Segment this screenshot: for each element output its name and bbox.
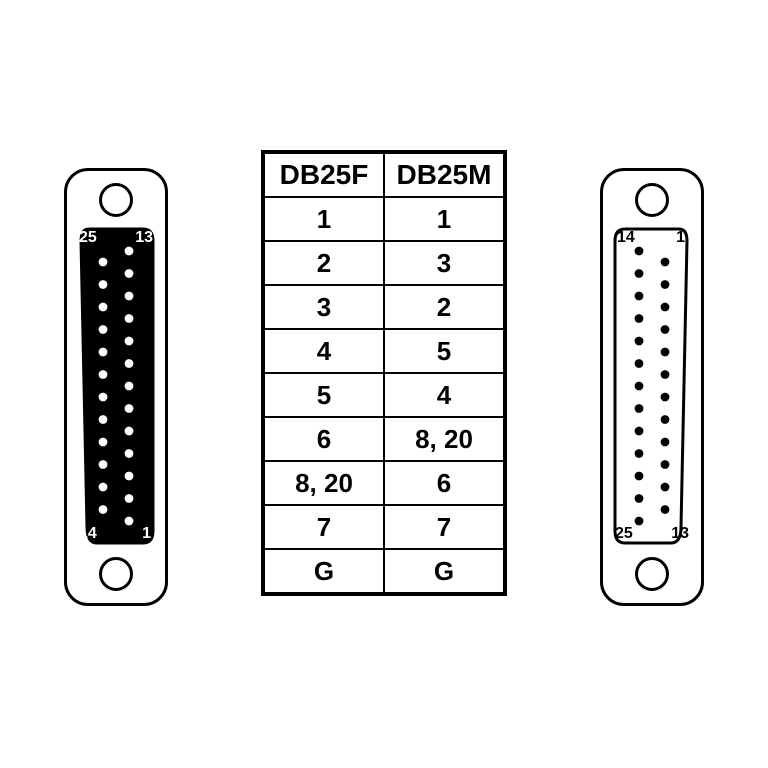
table-row: 8, 206 (263, 461, 505, 505)
table-cell: 1 (384, 197, 505, 241)
table-cell: 7 (263, 505, 384, 549)
table-cell: 3 (263, 285, 384, 329)
table-row: 23 (263, 241, 505, 285)
db25f-shell-icon (77, 225, 155, 547)
table-row: 45 (263, 329, 505, 373)
pin-label: 13 (135, 229, 153, 247)
table-cell: 6 (384, 461, 505, 505)
table-row: 68, 20 (263, 417, 505, 461)
pin-label: 1 (142, 525, 151, 543)
pin-label: 13 (671, 525, 689, 543)
pin-label: 14 (617, 229, 635, 247)
table-row: 77 (263, 505, 505, 549)
table-cell: 5 (263, 373, 384, 417)
table-cell: 5 (384, 329, 505, 373)
mounting-hole-icon (635, 183, 669, 217)
table-cell: 4 (263, 329, 384, 373)
mounting-hole-icon (99, 557, 133, 591)
table-cell: 1 (263, 197, 384, 241)
db25m-shell-icon (613, 225, 691, 547)
table-row: 11 (263, 197, 505, 241)
table-cell: 8, 20 (263, 461, 384, 505)
table-cell: 2 (384, 285, 505, 329)
pin-label: 14 (79, 525, 97, 543)
table-cell: 6 (263, 417, 384, 461)
table-cell: 8, 20 (384, 417, 505, 461)
db25f-connector: 25 13 14 1 (64, 168, 168, 606)
col-db25m: DB25M (384, 152, 505, 197)
table-cell: G (263, 549, 384, 594)
db25m-connector: 14 1 25 13 (600, 168, 704, 606)
col-db25f: DB25F (263, 152, 384, 197)
table-cell: 3 (384, 241, 505, 285)
pin-label: 25 (79, 229, 97, 247)
table-row: 32 (263, 285, 505, 329)
table-cell: 2 (263, 241, 384, 285)
mounting-hole-icon (635, 557, 669, 591)
table-row: 54 (263, 373, 505, 417)
table-cell: 7 (384, 505, 505, 549)
pin-label: 25 (615, 525, 633, 543)
mounting-hole-icon (99, 183, 133, 217)
table-header-row: DB25F DB25M (263, 152, 505, 197)
table-cell: 4 (384, 373, 505, 417)
diagram-stage: 25 13 14 1 14 1 25 13 DB25F DB25M 112332… (0, 0, 768, 768)
pinout-table: DB25F DB25M 112332455468, 208, 20677GG (261, 150, 507, 596)
table-row: GG (263, 549, 505, 594)
pin-label: 1 (676, 229, 685, 247)
table-cell: G (384, 549, 505, 594)
